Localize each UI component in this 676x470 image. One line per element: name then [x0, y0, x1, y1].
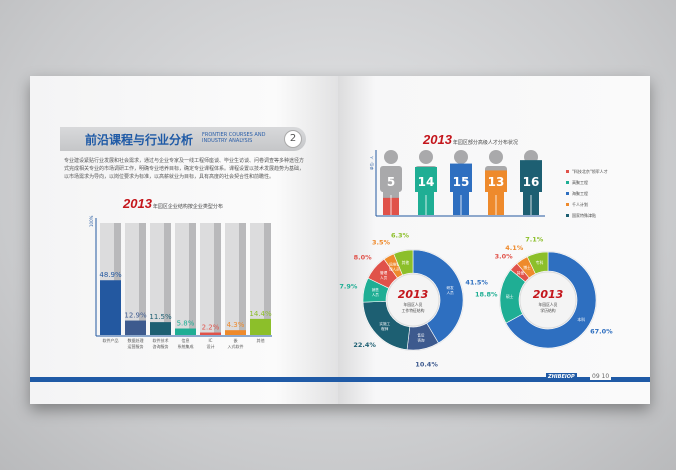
legend-label: "科技北京"领军人才 [572, 168, 608, 174]
page-numbers: 09 10 [590, 373, 612, 380]
left-page: 前沿课程与行业分析 FRONTIER COURSES AND INDUSTRY … [30, 76, 338, 404]
section-subtitle: FRONTIER COURSES AND INDUSTRY ANALYSIS [202, 132, 266, 144]
footer-bar [30, 377, 650, 382]
talent-legend: "科技北京"领军人才 高聚工程海聚工程千人计划国家特殊津贴 [566, 166, 608, 221]
right-page: 2013年园区部分高级人才分布状况 [338, 76, 650, 404]
bar-chart-title: 2013年园区企业结构按企业类型分布 [123, 196, 223, 211]
title-text: 年园区部分高级人才分布状况 [452, 140, 518, 146]
talent-chart-title: 2013年园区部分高级人才分布状况 [423, 132, 518, 147]
footer-logo: ZHIBEIOP [546, 373, 577, 381]
section-number: 2 [284, 130, 302, 148]
legend-label: 海聚工程 [572, 190, 588, 196]
legend-swatch [566, 170, 569, 173]
legend-label: 高聚工程 [572, 179, 588, 185]
legend-swatch [566, 214, 569, 217]
legend-swatch [566, 181, 569, 184]
legend-item: 高聚工程 [566, 177, 608, 188]
brochure-spread: 前沿课程与行业分析 FRONTIER COURSES AND INDUSTRY … [30, 76, 650, 404]
title-text: 年园区企业结构按企业类型分布 [152, 204, 223, 210]
legend-swatch [566, 203, 569, 206]
legend-item: 海聚工程 [566, 188, 608, 199]
legend-item: 国家特殊津贴 [566, 210, 608, 221]
legend-swatch [566, 192, 569, 195]
legend-label: 千人计划 [572, 201, 588, 207]
legend-item: "科技北京"领军人才 [566, 166, 608, 177]
body-text: 专业建设紧贴行业发展和社会需求，通过与企业专家及一线工程师座谈、毕业生访谈、问卷… [64, 158, 305, 180]
title-year: 2013 [423, 132, 452, 147]
section-title: 前沿课程与行业分析 [85, 133, 194, 147]
legend-label: 国家特殊津贴 [572, 212, 596, 218]
legend-item: 千人计划 [566, 199, 608, 210]
section-header: 前沿课程与行业分析 FRONTIER COURSES AND INDUSTRY … [60, 127, 306, 151]
title-year: 2013 [123, 196, 152, 211]
